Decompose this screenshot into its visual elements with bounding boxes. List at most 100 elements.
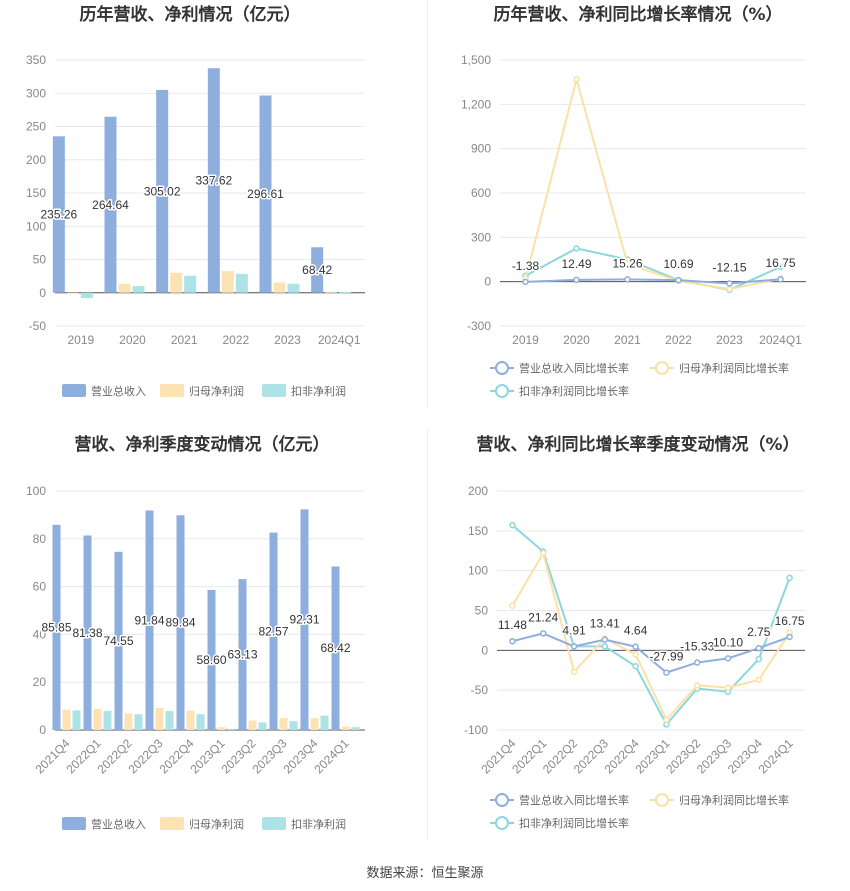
legend-marker	[655, 361, 669, 375]
bar	[62, 709, 71, 730]
legend-swatch	[262, 384, 286, 397]
bar	[320, 715, 329, 730]
data-label: 15.26	[612, 256, 642, 270]
legend-label: 营业总收入同比增长率	[519, 361, 629, 375]
y-tick-label: 300	[471, 230, 491, 244]
data-source-label: 数据来源：恒生聚源	[366, 866, 484, 881]
legend-label: 扣非净利润同比增长率	[519, 384, 629, 398]
y-tick-label: 900	[471, 142, 491, 156]
data-label: 2.75	[747, 625, 771, 639]
data-label: 264.64	[92, 198, 129, 212]
y-tick-label: 80	[33, 532, 47, 546]
bar	[155, 708, 164, 730]
legend-marker	[495, 361, 509, 375]
legend-label: 归母净利润同比增长率	[679, 361, 789, 375]
y-tick-label: 50	[475, 604, 489, 618]
series-point	[539, 549, 547, 557]
series-point	[509, 602, 516, 609]
x-tick-label: 2024Q1	[756, 736, 796, 776]
bar	[287, 283, 300, 293]
bar	[310, 718, 319, 730]
y-tick-label: 50	[33, 253, 47, 267]
y-tick-label: 20	[33, 675, 47, 689]
data-label: 10.10	[713, 635, 743, 649]
legend-label: 扣非净利润同比增长率	[519, 816, 629, 830]
series-point	[539, 630, 547, 637]
data-label: 82.57	[258, 624, 288, 638]
series-line	[511, 524, 791, 727]
y-tick-label: -50	[29, 319, 47, 333]
series-point	[726, 280, 733, 287]
bar	[118, 283, 131, 293]
bar	[259, 95, 272, 293]
bar	[124, 713, 133, 730]
legend-swatch	[262, 817, 286, 830]
bar	[132, 286, 145, 293]
legend-swatch	[62, 384, 86, 397]
data-label: 63.13	[227, 648, 257, 662]
bar	[331, 566, 340, 730]
data-label: 235.26	[40, 208, 77, 222]
bar	[273, 282, 286, 293]
data-label: 11.48	[498, 618, 527, 632]
y-tick-label: 100	[26, 219, 46, 233]
legend-marker	[495, 384, 509, 398]
y-tick-label: 1,500	[461, 53, 491, 67]
x-tick-label: 2019	[512, 333, 539, 347]
legend-label: 归母净利润	[189, 384, 244, 398]
data-label: 91.84	[134, 613, 164, 627]
bar	[217, 727, 226, 730]
bar	[114, 551, 123, 730]
series-point	[573, 276, 580, 284]
y-tick-label: 200	[468, 484, 488, 498]
bar	[325, 291, 338, 293]
data-label: 12.49	[561, 257, 591, 271]
bar	[279, 718, 288, 730]
series-point	[624, 260, 631, 268]
legend-marker	[495, 816, 509, 830]
y-tick-label: 350	[26, 53, 46, 67]
legend-label: 扣非净利润	[291, 817, 346, 831]
series-point	[632, 651, 639, 658]
data-label: 4.64	[624, 624, 648, 638]
series-point	[522, 278, 529, 286]
series-line	[525, 278, 781, 285]
chart-title: 历年营收、净利同比增长率情况（%）	[493, 4, 782, 25]
series-point	[724, 655, 732, 662]
bar	[176, 515, 185, 730]
series-point	[675, 276, 682, 284]
bar	[80, 292, 93, 299]
legend-label: 归母净利润	[189, 817, 244, 831]
legend-marker	[655, 793, 669, 807]
legend-marker	[495, 793, 509, 807]
series-point	[632, 643, 639, 650]
bar	[52, 524, 61, 730]
y-tick-label: 100	[26, 484, 46, 498]
bar	[134, 714, 143, 730]
series-point	[755, 676, 763, 684]
y-tick-label: 150	[26, 186, 46, 200]
series-point	[570, 668, 578, 676]
bar	[258, 722, 267, 730]
x-tick-label: 2021	[614, 333, 641, 347]
series-point	[663, 669, 670, 676]
x-tick-label: 2023	[716, 333, 743, 347]
y-tick-label: 0	[481, 643, 488, 657]
y-tick-label: 200	[26, 153, 46, 167]
series-point	[632, 663, 639, 670]
series-point	[601, 643, 609, 650]
y-tick-label: 600	[471, 186, 491, 200]
bar	[221, 271, 234, 293]
series-point	[663, 716, 670, 723]
legend-swatch	[160, 384, 184, 397]
bar	[83, 535, 92, 730]
bar	[184, 275, 197, 293]
series-point	[570, 643, 578, 650]
x-tick-label: 2023	[274, 333, 301, 347]
series-line	[524, 75, 781, 291]
bar	[196, 714, 205, 730]
data-label: 68.42	[302, 263, 332, 277]
